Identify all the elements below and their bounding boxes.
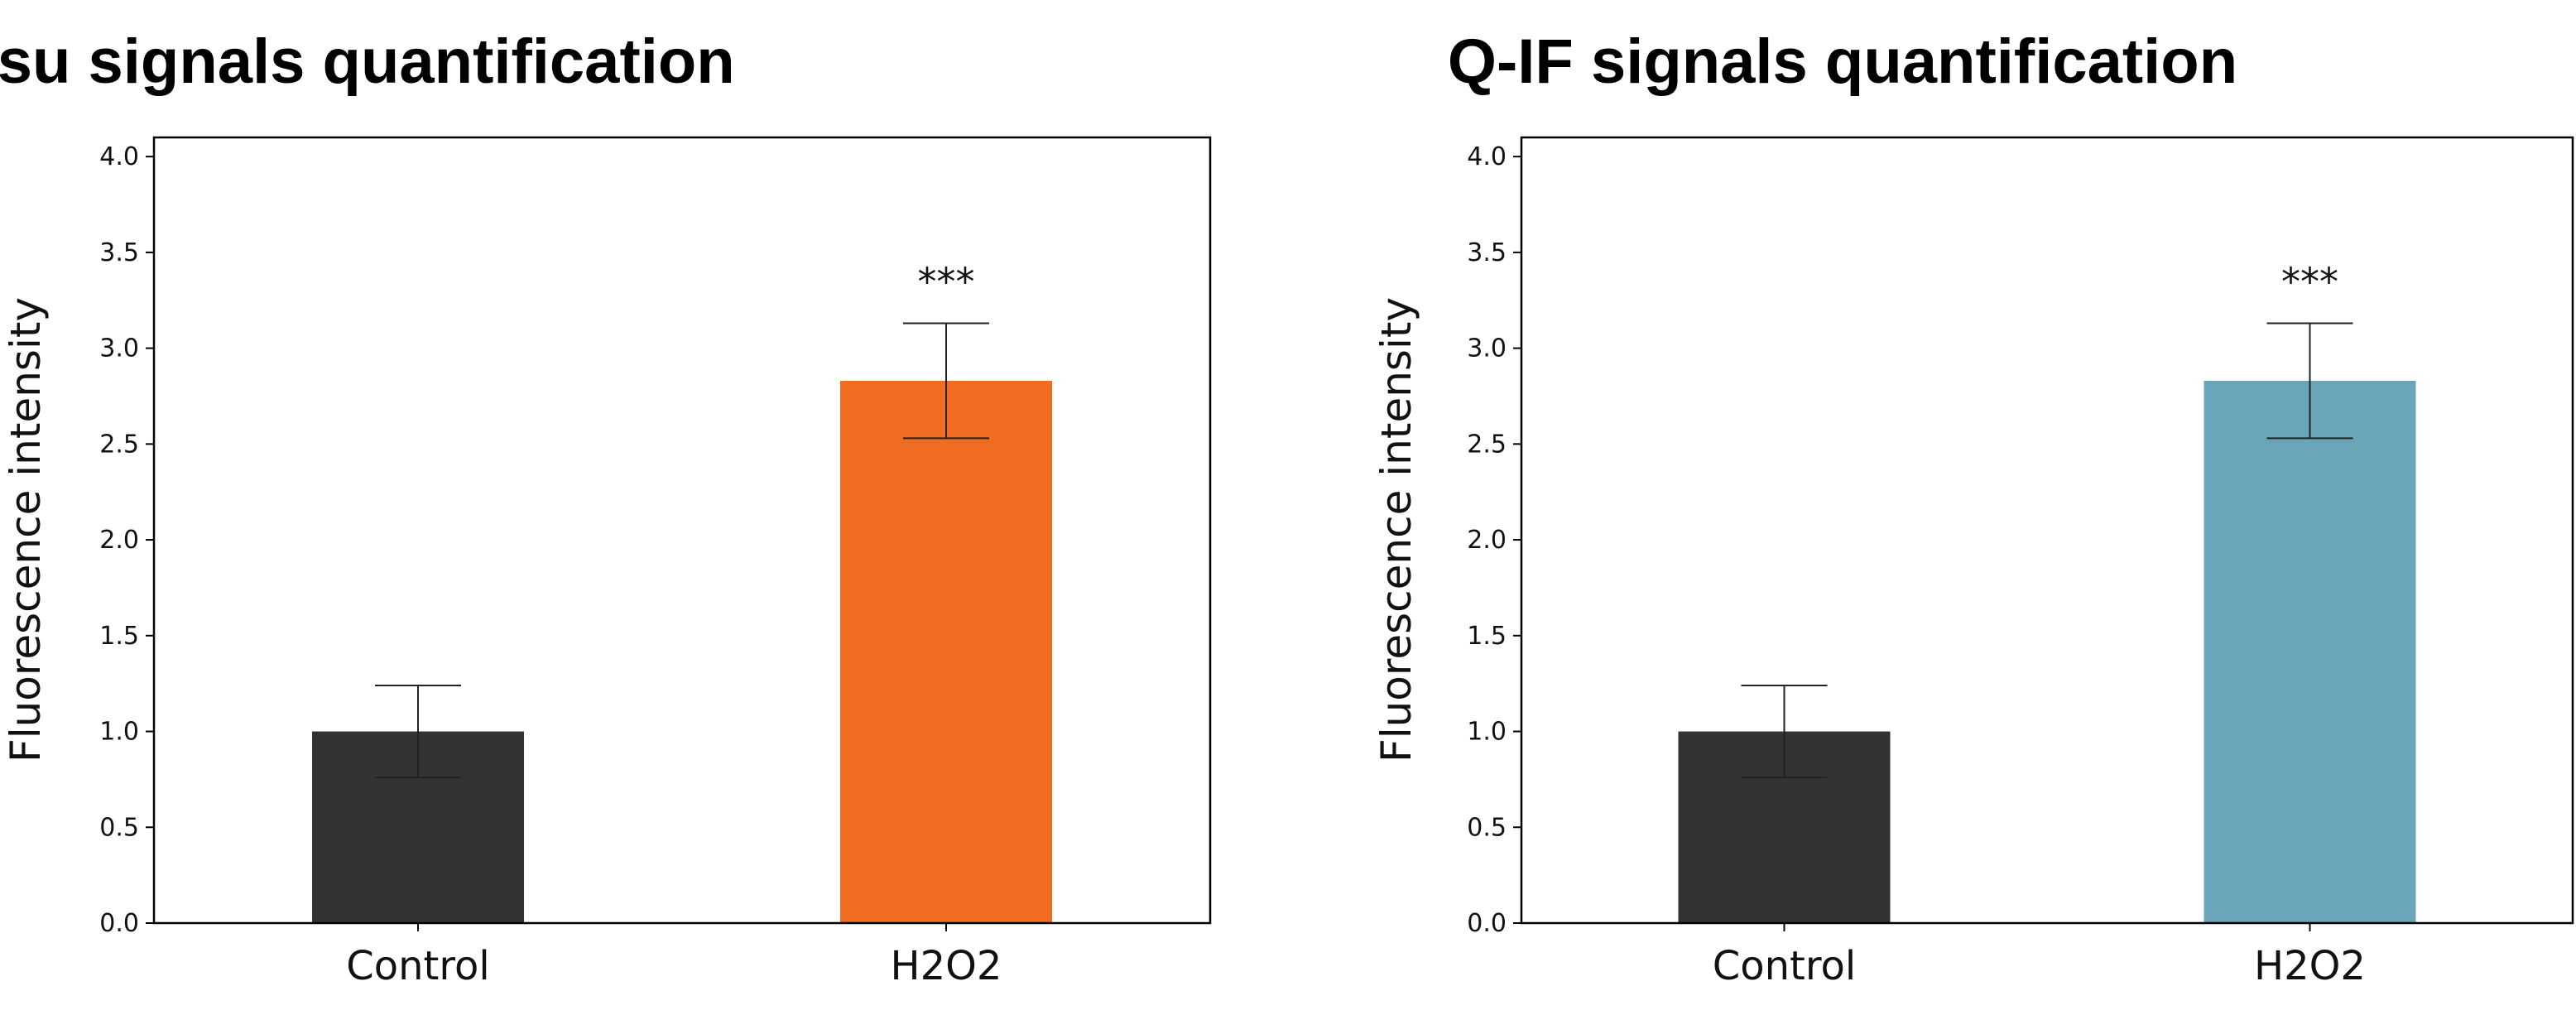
error-bar-control bbox=[1741, 684, 1828, 779]
y-tick-label: 4.0 bbox=[1467, 142, 1507, 171]
x-tick-label-h2o2: H2O2 bbox=[891, 943, 1002, 989]
error-bar-h2o2 bbox=[2266, 322, 2353, 440]
x-axis-ticks bbox=[1783, 923, 2311, 931]
y-tick-labels: 0.0 0.5 1.0 1.5 2.0 2.5 3.0 3.5 4.0 bbox=[1467, 142, 1507, 938]
y-axis-label: Fluorescence intensity bbox=[1372, 297, 1420, 762]
chart-qif: Q-IF signals quantification Fluorescence… bbox=[1372, 26, 2574, 989]
y-axis-ticks bbox=[146, 156, 154, 924]
y-tick-label: 4.0 bbox=[99, 142, 139, 171]
x-axis-ticks bbox=[417, 923, 947, 931]
error-bar-control bbox=[375, 684, 461, 779]
significance-annotation: *** bbox=[2281, 260, 2338, 305]
y-tick-label: 3.0 bbox=[99, 334, 139, 363]
y-tick-label: 3.0 bbox=[1467, 334, 1507, 363]
y-tick-label: 0.0 bbox=[1467, 909, 1507, 938]
bar-h2o2 bbox=[840, 380, 1052, 924]
y-tick-label: 0.0 bbox=[99, 909, 139, 938]
error-bar-h2o2 bbox=[903, 322, 989, 440]
x-tick-label-h2o2: H2O2 bbox=[2254, 943, 2366, 989]
chart-title: Q-IF signals quantification bbox=[1448, 26, 2237, 97]
x-tick-label-control: Control bbox=[1713, 943, 1857, 989]
chart-otsu: Otsu signals quantification Fluorescence… bbox=[0, 26, 1212, 989]
y-tick-labels: 0.0 0.5 1.0 1.5 2.0 2.5 3.0 3.5 4.0 bbox=[99, 142, 139, 938]
axes-frame bbox=[152, 136, 1212, 925]
y-tick-label: 2.5 bbox=[99, 430, 139, 459]
y-tick-label: 0.5 bbox=[99, 813, 139, 842]
chart-title: Otsu signals quantification bbox=[0, 26, 735, 97]
y-tick-label: 1.5 bbox=[1467, 622, 1507, 651]
x-tick-label-control: Control bbox=[346, 943, 490, 989]
y-tick-label: 1.5 bbox=[99, 622, 139, 651]
y-axis-label: Fluorescence intensity bbox=[2, 297, 50, 762]
y-tick-label: 3.5 bbox=[1467, 238, 1507, 267]
y-tick-label: 1.0 bbox=[99, 718, 139, 747]
y-tick-label: 3.5 bbox=[99, 238, 139, 267]
y-tick-label: 0.5 bbox=[1467, 813, 1507, 842]
y-tick-label: 1.0 bbox=[1467, 718, 1507, 747]
y-axis-ticks bbox=[1513, 156, 1521, 924]
y-tick-label: 2.5 bbox=[1467, 430, 1507, 459]
axes-frame bbox=[1520, 136, 2574, 925]
y-tick-label: 2.0 bbox=[1467, 526, 1507, 555]
bar-h2o2 bbox=[2204, 380, 2416, 924]
significance-annotation: *** bbox=[918, 260, 975, 305]
y-tick-label: 2.0 bbox=[99, 526, 139, 555]
